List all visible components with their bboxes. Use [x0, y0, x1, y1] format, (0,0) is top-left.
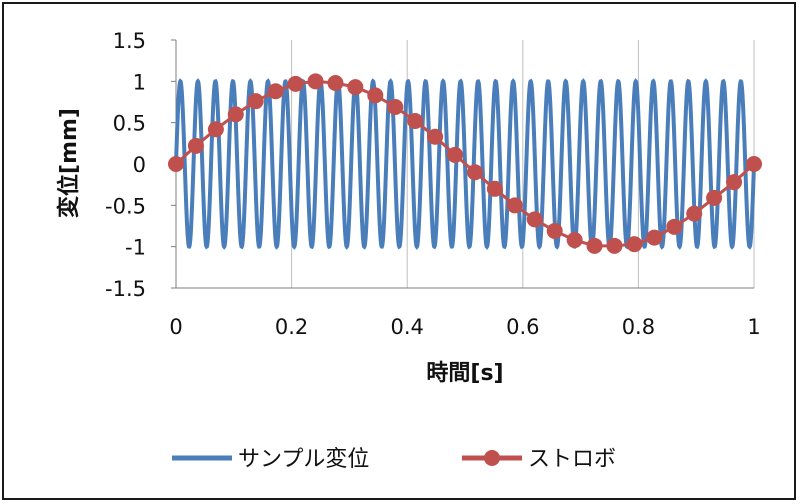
strobe-point-26: [686, 205, 703, 222]
strobe-point-25: [666, 218, 683, 235]
strobe-point-27: [706, 189, 723, 206]
strobe-point-28: [726, 174, 743, 191]
strobe-point-4: [247, 93, 264, 110]
x-tick-label-4: 0.8: [622, 315, 655, 339]
strobe-point-3: [227, 106, 244, 123]
strobe-point-19: [546, 222, 563, 239]
strobe-point-14: [447, 146, 464, 163]
y-tick-label-1: 1: [133, 70, 146, 94]
strobe-point-1: [187, 137, 204, 154]
y-tick-label-3: 0: [133, 153, 146, 177]
strobe-point-18: [526, 211, 543, 228]
y-tick-label-0: 1.5: [113, 29, 146, 53]
y-tick-label-4: -0.5: [105, 194, 146, 218]
x-tick-label-5: 1: [747, 315, 760, 339]
strobe-point-24: [646, 229, 663, 246]
strobe-point-7: [307, 73, 324, 90]
strobe-point-29: [746, 156, 762, 172]
legend: サンプル変位 ストロボ: [172, 447, 616, 472]
strobe-point-10: [367, 87, 384, 104]
x-axis-title: 時間[s]: [426, 361, 503, 386]
strobe-point-2: [207, 121, 224, 138]
legend-label-sample: サンプル変位: [238, 447, 369, 472]
strobe-point-20: [566, 232, 583, 249]
legend-label-strobe: ストロボ: [528, 447, 616, 472]
strobe-point-15: [466, 164, 483, 181]
strobe-point-22: [606, 237, 623, 254]
strobe-point-12: [407, 113, 424, 130]
x-tick-label-1: 0.2: [275, 315, 308, 339]
strobe-point-17: [506, 197, 523, 214]
strobe-point-8: [327, 74, 344, 91]
strobe-point-11: [387, 98, 404, 115]
legend-marker-strobe: [484, 450, 500, 466]
strobe-point-23: [626, 236, 643, 253]
y-axis-title: 変位[mm]: [56, 108, 82, 218]
y-tick-label-2: 0.5: [113, 112, 146, 136]
x-tick-label-2: 0.4: [390, 315, 423, 339]
strobe-point-5: [267, 83, 284, 100]
strobe-point-0: [168, 156, 184, 172]
strobe-point-13: [427, 128, 444, 145]
tick-labels: 1.5 1 0.5 0 -0.5 -1 -1.5 0 0.2 0.4 0.6 0.8 1: [105, 29, 761, 339]
x-tick-label-0: 0: [169, 315, 182, 339]
strobe-point-16: [486, 180, 503, 197]
strobe-point-6: [287, 75, 304, 92]
strobe-point-21: [586, 237, 603, 254]
x-tick-label-3: 0.6: [506, 315, 539, 339]
strobe-point-9: [347, 79, 364, 96]
y-tick-label-6: -1.5: [105, 277, 146, 301]
series-strobe: [168, 73, 762, 254]
y-tick-label-5: -1: [125, 236, 146, 260]
